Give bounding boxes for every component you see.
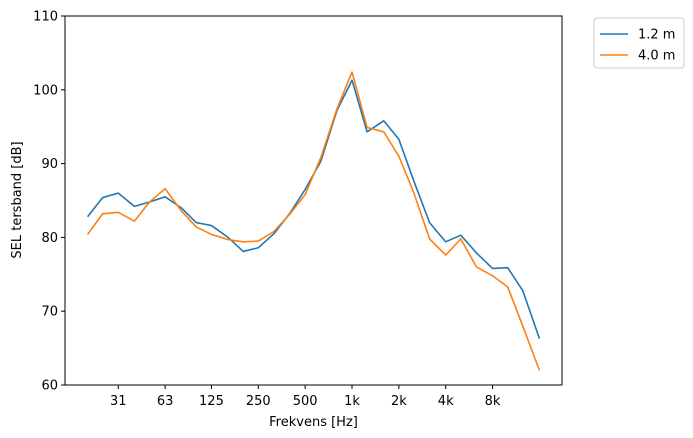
legend-label-1: 1.2 m <box>638 28 675 43</box>
y-axis-label: SEL tersband [dB] <box>10 141 25 258</box>
x-tick-label: 31 <box>110 394 127 409</box>
x-tick-label: 1k <box>344 394 360 409</box>
y-tick-label: 70 <box>41 305 58 320</box>
x-tick-label: 4k <box>438 394 454 409</box>
plot-frame <box>64 15 563 386</box>
x-tick-label: 8k <box>485 394 501 409</box>
legend: 1.2 m 4.0 m <box>593 17 685 69</box>
y-tick-label: 60 <box>41 379 58 394</box>
x-tick-label: 63 <box>157 394 174 409</box>
x-tick-label: 125 <box>199 394 224 409</box>
series-line-1 <box>86 79 541 339</box>
x-tick-label: 500 <box>293 394 318 409</box>
x-tick-label: 250 <box>246 394 271 409</box>
y-tick-label: 80 <box>41 231 58 246</box>
y-tick-label: 90 <box>41 157 58 172</box>
legend-label-2: 4.0 m <box>638 49 675 64</box>
series-line-2 <box>86 71 541 371</box>
y-tick-label: 100 <box>33 83 58 98</box>
series-layer <box>86 71 541 371</box>
x-tick-label: 2k <box>391 394 407 409</box>
y-tick-label: 110 <box>33 10 58 25</box>
x-axis-label: Frekvens [Hz] <box>269 415 358 430</box>
axes-layer: 60 70 80 90 100 110 31 63 125 250 500 1k 2k 4k 8k <box>33 10 563 409</box>
